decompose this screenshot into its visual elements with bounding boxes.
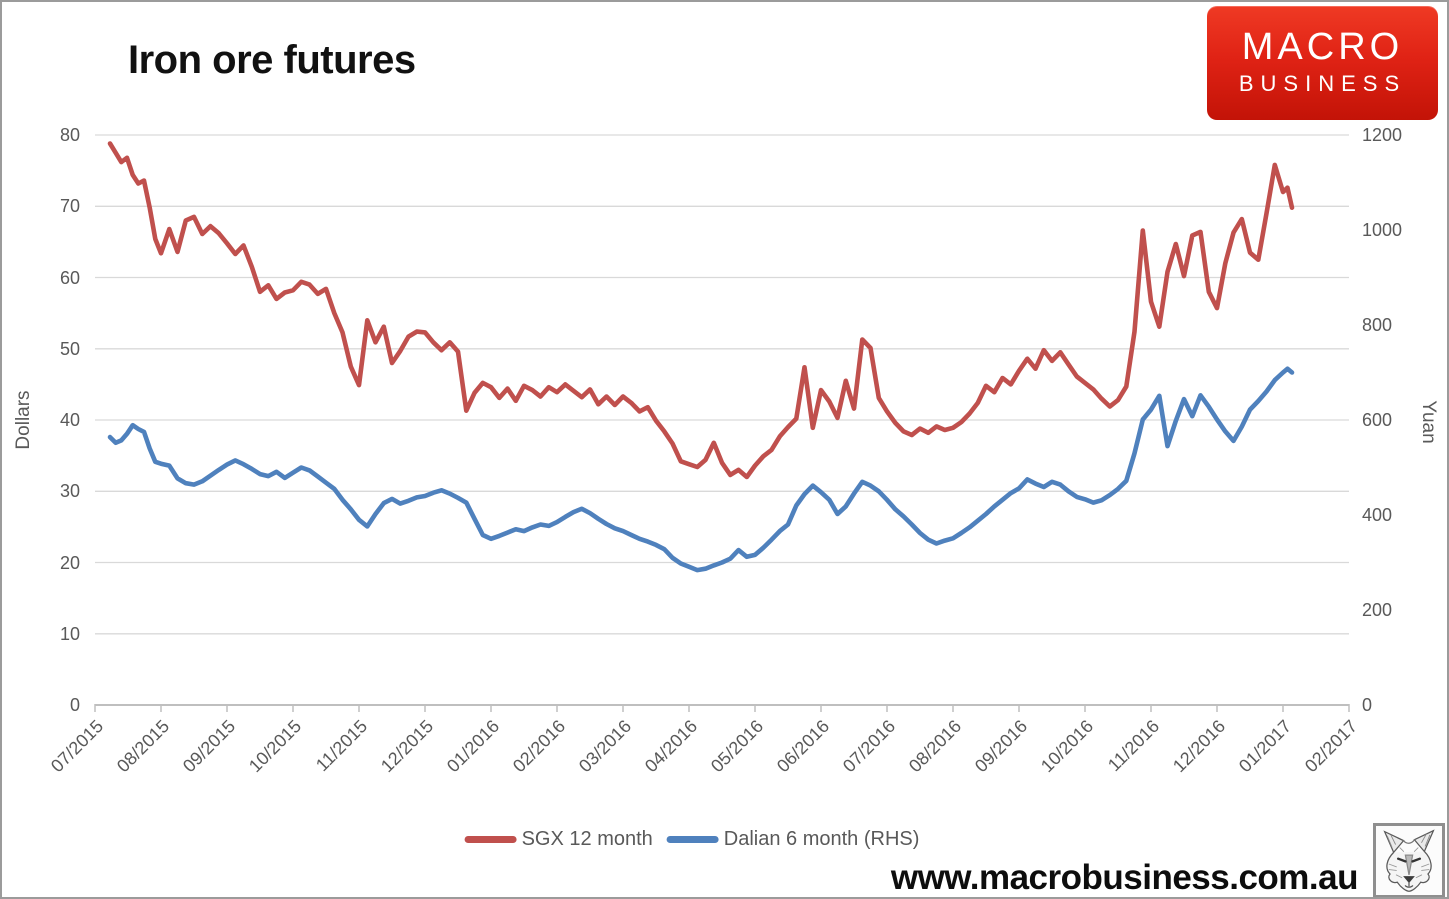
fox-icon	[1383, 829, 1435, 892]
legend-item-dalian: Dalian 6 month (RHS)	[666, 828, 920, 851]
dalian-legend-label: Dalian 6 month (RHS)	[723, 828, 920, 850]
legend-item-sgx: SGX 12 month	[464, 828, 653, 851]
legend: SGX 12 month Dalian 6 month (RHS)	[464, 828, 920, 851]
y-tick-label-left: 60	[59, 267, 80, 288]
y-tick-label-right: 1000	[1362, 220, 1403, 240]
macrobusiness-logo: MACRO BUSINESS	[1207, 6, 1438, 120]
y-tick-label-right: 0	[1362, 695, 1373, 715]
y-tick-label-left: 30	[59, 481, 80, 502]
logo-text-macro: MACRO	[1241, 26, 1404, 69]
y-tick-label-right: 400	[1362, 505, 1393, 525]
y-tick-label-right: 1200	[1362, 125, 1403, 145]
chart-title: Iron ore futures	[128, 38, 416, 82]
fox-logo	[1373, 823, 1445, 897]
y-tick-label-right: 600	[1362, 410, 1393, 430]
y-tick-label-left: 50	[59, 338, 80, 359]
y-tick-label-left: 70	[59, 196, 80, 217]
right-axis-title: Yuan	[1418, 400, 1439, 444]
y-tick-label-left: 40	[59, 410, 80, 430]
y-tick-label-left: 20	[59, 552, 80, 573]
sgx-series-line	[107, 141, 1295, 480]
left-axis-title: Dollars	[13, 390, 34, 450]
y-tick-label-right: 200	[1362, 600, 1393, 620]
y-tick-label-left: 0	[69, 695, 80, 715]
dalian-legend-swatch	[666, 836, 719, 843]
sgx-legend-swatch	[464, 836, 517, 843]
sgx-legend-label: SGX 12 month	[521, 828, 653, 850]
y-tick-label-right: 800	[1362, 315, 1393, 335]
logo-text-business: BUSINESS	[1238, 71, 1407, 97]
y-tick-label-left: 80	[59, 125, 80, 145]
dalian-series-line	[107, 366, 1295, 573]
y-tick-label-left: 10	[59, 623, 80, 644]
website-url: www.macrobusiness.com.au	[890, 858, 1359, 897]
